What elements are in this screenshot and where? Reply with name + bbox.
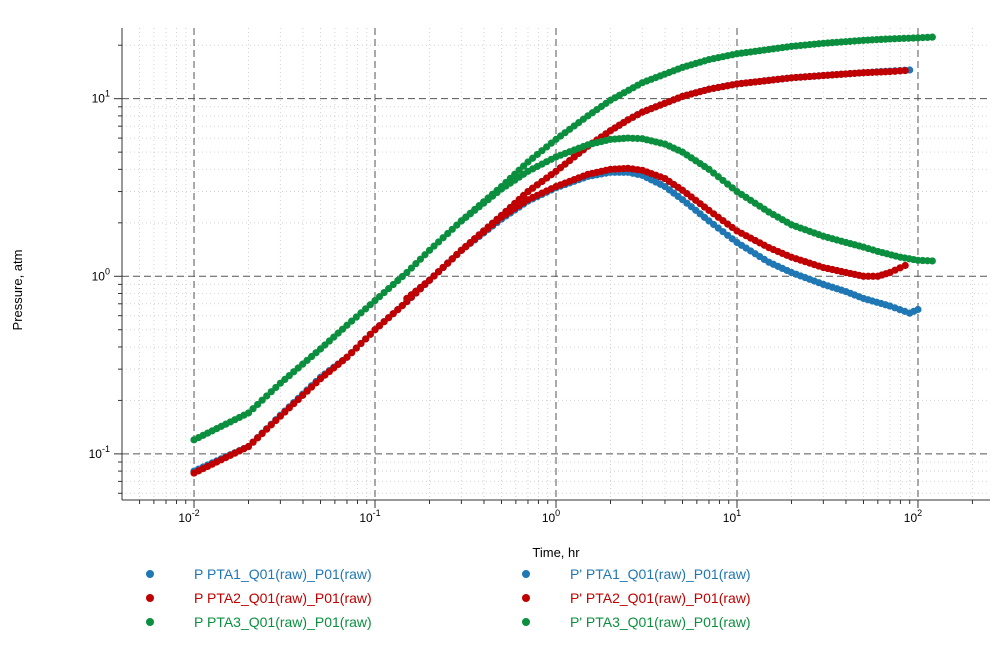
series-1 — [190, 66, 909, 477]
data-point — [453, 251, 461, 259]
legend-marker-icon — [522, 594, 530, 602]
major-gridlines — [122, 28, 990, 500]
legend-item-series-4[interactable]: P' PTA2_Q01(raw)_P01(raw) — [522, 588, 751, 608]
legend-marker-icon — [522, 618, 530, 626]
x-axis-ticks: 10-2 10-1 100 101 102 — [139, 500, 973, 525]
legend-item-series-5[interactable]: P' PTA3_Q01(raw)_P01(raw) — [522, 612, 751, 632]
legend-marker-icon — [146, 594, 154, 602]
data-point — [444, 229, 452, 238]
x-axis-title: Time, hr — [532, 545, 580, 560]
data-point — [928, 257, 936, 265]
data-point — [362, 305, 370, 313]
data-point — [425, 276, 434, 284]
data-point — [430, 272, 438, 280]
legend-item-series-2[interactable]: P PTA3_Q01(raw)_P01(raw) — [146, 612, 372, 632]
x-tick-label: 10-1 — [359, 508, 380, 525]
series-layer — [190, 33, 936, 477]
legend-marker-icon — [522, 570, 530, 578]
data-point — [267, 421, 275, 429]
data-point — [343, 353, 351, 361]
data-point — [425, 246, 434, 254]
data-point — [267, 388, 275, 396]
legend-label: P PTA2_Q01(raw)_P01(raw) — [194, 590, 372, 606]
legend-item-series-1[interactable]: P PTA2_Q01(raw)_P01(raw) — [146, 588, 372, 608]
y-axis-ticks: 10-1 100 101 — [89, 44, 122, 494]
data-point — [430, 242, 438, 250]
data-point — [914, 305, 922, 314]
data-point — [272, 416, 280, 425]
data-point — [244, 442, 253, 451]
data-point — [244, 409, 253, 417]
data-point — [249, 438, 257, 446]
minor-gridlines — [122, 28, 990, 500]
y-tick-label: 100 — [92, 266, 110, 283]
data-point — [263, 392, 271, 400]
data-point — [343, 321, 351, 329]
data-point — [258, 396, 266, 404]
series-4 — [403, 164, 909, 303]
legend: P PTA1_Q01(raw)_P01(raw) P PTA2_Q01(raw)… — [0, 562, 1002, 642]
legend-marker-icon — [146, 570, 154, 578]
data-point — [453, 221, 461, 229]
data-point — [254, 400, 262, 409]
data-point — [357, 309, 365, 317]
y-tick-label: 101 — [92, 89, 110, 106]
y-axis-title: Pressure, atm — [10, 250, 25, 331]
x-tick-label: 10-2 — [178, 508, 199, 525]
data-point — [439, 234, 447, 242]
data-point — [412, 260, 420, 268]
data-point — [272, 383, 280, 392]
data-point — [352, 344, 360, 352]
legend-label: P PTA1_Q01(raw)_P01(raw) — [194, 566, 372, 582]
data-point — [448, 255, 456, 263]
data-point — [448, 225, 456, 233]
data-point — [357, 339, 365, 348]
x-tick-label: 102 — [904, 508, 922, 525]
data-point — [352, 313, 360, 321]
data-point — [901, 261, 909, 270]
data-point — [366, 330, 374, 338]
data-point — [901, 66, 909, 75]
legend-item-series-0[interactable]: P PTA1_Q01(raw)_P01(raw) — [146, 564, 372, 584]
legend-label: P' PTA2_Q01(raw)_P01(raw) — [570, 590, 751, 606]
data-point — [416, 255, 425, 263]
legend-label: P' PTA3_Q01(raw)_P01(raw) — [570, 614, 751, 630]
data-point — [258, 429, 266, 438]
data-point — [348, 317, 356, 325]
legend-label: P' PTA1_Q01(raw)_P01(raw) — [570, 566, 751, 582]
legend-marker-icon — [146, 618, 154, 626]
data-point — [263, 425, 271, 433]
data-point — [439, 263, 447, 272]
legend-label: P PTA3_Q01(raw)_P01(raw) — [194, 614, 372, 630]
data-point — [435, 268, 443, 276]
data-point — [366, 301, 374, 309]
data-point — [254, 434, 262, 442]
data-point — [362, 335, 370, 343]
y-tick-label: 10-1 — [89, 444, 110, 461]
data-point — [348, 349, 356, 357]
series-5 — [457, 134, 936, 265]
legend-item-series-3[interactable]: P' PTA1_Q01(raw)_P01(raw) — [522, 564, 751, 584]
data-point — [407, 264, 416, 272]
data-point — [444, 259, 452, 267]
data-point — [403, 268, 411, 277]
x-tick-label: 101 — [723, 508, 741, 525]
data-point — [928, 33, 936, 41]
data-point — [421, 251, 429, 259]
series-0 — [190, 66, 914, 475]
data-point — [249, 405, 257, 413]
x-tick-label: 100 — [542, 508, 560, 525]
series-2 — [190, 33, 936, 444]
data-point — [435, 238, 443, 246]
